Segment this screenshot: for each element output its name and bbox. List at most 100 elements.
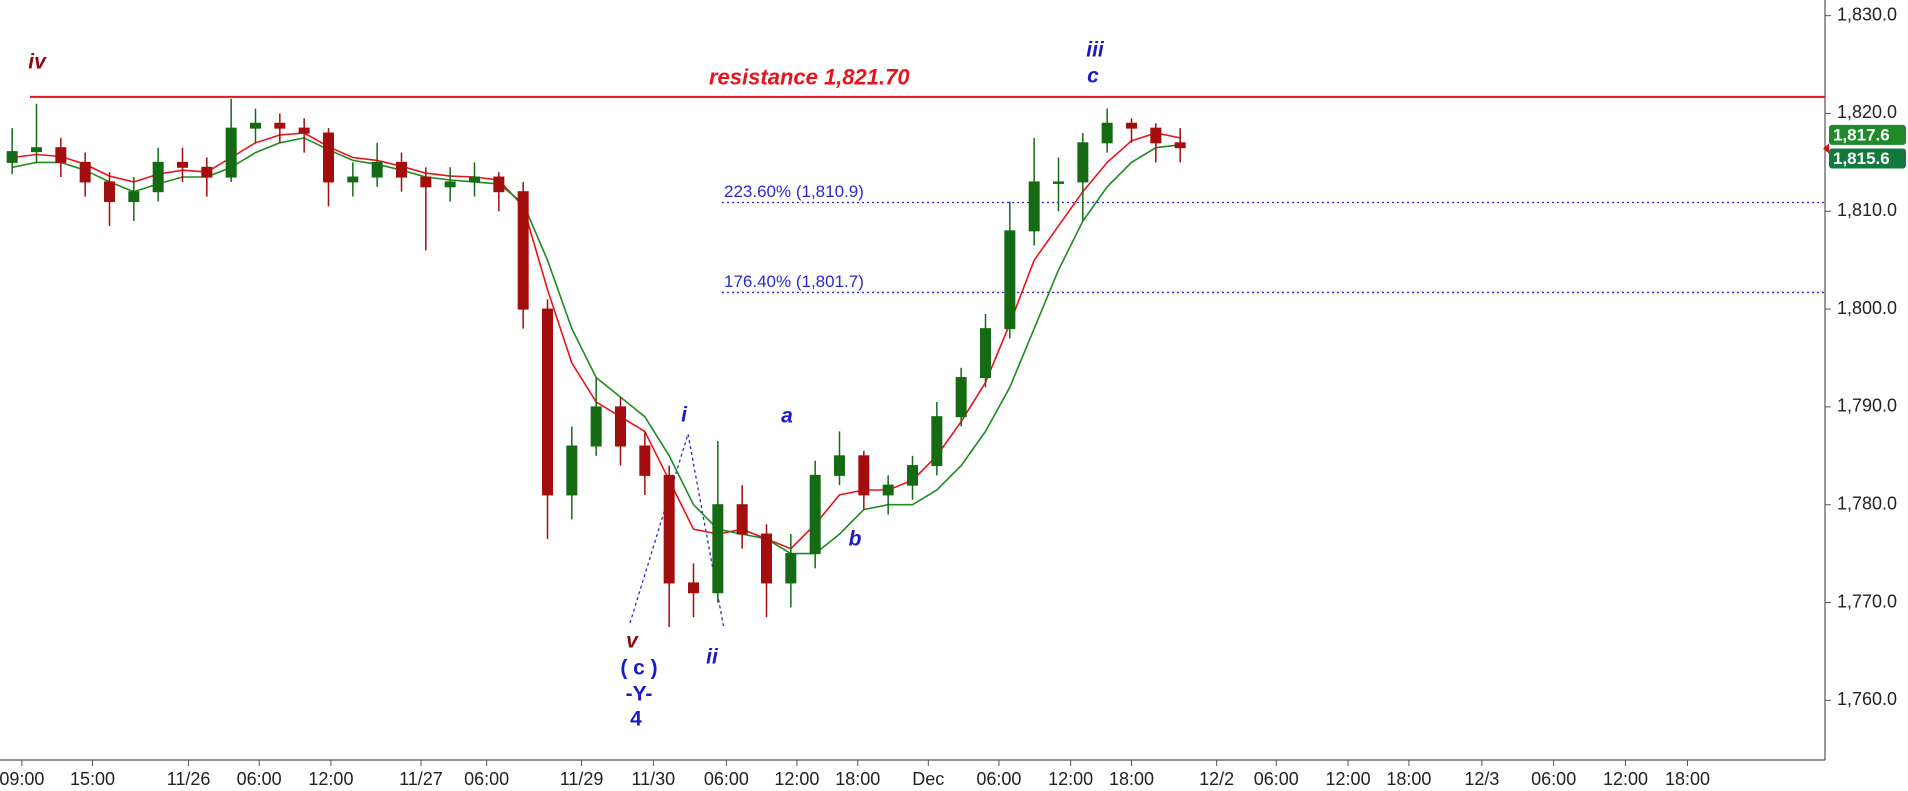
y-tick-label: 1,770.0 xyxy=(1837,591,1897,611)
candle-body xyxy=(615,406,626,447)
candle-body xyxy=(761,533,772,584)
wave-label: -Y- xyxy=(626,683,653,706)
x-tick-label: Dec xyxy=(912,769,944,789)
candle-body xyxy=(298,127,310,134)
candle-body xyxy=(955,377,967,418)
x-tick-label: 18:00 xyxy=(1386,769,1431,789)
candle-body xyxy=(274,122,286,129)
x-tick-label: 06:00 xyxy=(1254,769,1299,789)
x-tick-label: 12:00 xyxy=(1603,769,1648,789)
candle-body xyxy=(809,474,821,555)
candle-body xyxy=(225,127,237,178)
x-tick-label: 06:00 xyxy=(704,769,749,789)
candle-body xyxy=(371,161,383,178)
candle-body xyxy=(1150,127,1162,144)
x-tick-label: 12:00 xyxy=(1048,769,1093,789)
candle-body xyxy=(882,484,894,496)
candle-body xyxy=(1101,122,1113,144)
wave-label: c xyxy=(1087,65,1099,88)
wave-label: i xyxy=(681,404,688,427)
y-tick-label: 1,760.0 xyxy=(1837,689,1897,709)
candle-body xyxy=(907,465,918,486)
wave-label: ii xyxy=(706,646,719,669)
x-tick-label: 09:00 xyxy=(0,769,44,789)
candle-body xyxy=(858,455,870,496)
candle-body xyxy=(493,176,505,193)
candle-body xyxy=(1004,230,1016,330)
price-tag-label: 1,815.6 xyxy=(1833,149,1890,168)
level-label: 223.60% (1,810.9) xyxy=(724,182,864,201)
y-tick-label: 1,830.0 xyxy=(1837,4,1897,24)
candle-body xyxy=(79,161,91,183)
x-tick-label: 18:00 xyxy=(1665,769,1710,789)
candle-body xyxy=(128,191,140,202)
y-tick-label: 1,820.0 xyxy=(1837,102,1897,122)
wave-label: v xyxy=(626,630,639,653)
candle-body xyxy=(517,191,529,310)
x-tick-label: 12:00 xyxy=(308,769,353,789)
y-tick-label: 1,790.0 xyxy=(1837,396,1897,416)
y-tick-label: 1,780.0 xyxy=(1837,493,1897,513)
candle-body xyxy=(469,176,480,183)
candle-body xyxy=(444,181,456,188)
wave-label: 4 xyxy=(630,708,642,731)
price-tag xyxy=(1829,148,1906,169)
x-tick-label: 06:00 xyxy=(464,769,509,789)
candle-body xyxy=(1028,181,1040,232)
price-marker xyxy=(1823,143,1829,154)
candle-body xyxy=(834,455,845,476)
candle-body xyxy=(542,308,553,496)
candle-body xyxy=(1077,142,1089,183)
wave-label: ( c ) xyxy=(620,657,657,680)
candle-body xyxy=(104,181,115,202)
wave-label: iv xyxy=(28,51,47,74)
candle-body xyxy=(1126,122,1137,129)
candle-body xyxy=(736,504,748,535)
candle-body xyxy=(177,161,188,168)
price-tag xyxy=(1829,124,1906,145)
candle-body xyxy=(420,176,432,188)
candle-body xyxy=(396,161,407,178)
candle-body xyxy=(931,416,943,467)
candle-body xyxy=(639,445,651,476)
x-tick-label: 06:00 xyxy=(237,769,282,789)
candle-body xyxy=(980,328,991,379)
candle-body xyxy=(250,122,261,129)
x-tick-label: 06:00 xyxy=(976,769,1021,789)
x-tick-label: 18:00 xyxy=(835,769,880,789)
candle-body xyxy=(1053,181,1064,184)
candle-body xyxy=(590,406,602,447)
candle-body xyxy=(323,132,334,183)
candle-body xyxy=(55,147,67,163)
y-tick-label: 1,810.0 xyxy=(1837,200,1897,220)
x-tick-label: 11/29 xyxy=(560,769,604,789)
x-tick-label: 12:00 xyxy=(1326,769,1371,789)
x-tick-label: 11/30 xyxy=(631,769,675,789)
x-tick-label: 15:00 xyxy=(70,769,115,789)
candle-body xyxy=(6,151,18,163)
wave-label: iii xyxy=(1086,39,1105,62)
candle-body xyxy=(1174,142,1186,149)
candle-body xyxy=(152,161,164,193)
candle-body xyxy=(688,582,699,594)
candle-body xyxy=(712,504,724,594)
price-tag-label: 1,817.6 xyxy=(1833,125,1890,144)
x-tick-label: 12/3 xyxy=(1464,769,1499,789)
x-tick-label: 18:00 xyxy=(1109,769,1154,789)
wave-label: b xyxy=(849,528,862,551)
wave-label: a xyxy=(781,405,793,428)
candle-body xyxy=(201,166,213,178)
x-tick-label: 12:00 xyxy=(774,769,819,789)
x-tick-label: 11/26 xyxy=(167,769,211,789)
level-label: 176.40% (1,801.7) xyxy=(724,272,864,291)
x-tick-label: 06:00 xyxy=(1531,769,1576,789)
candle-body xyxy=(31,147,42,153)
candle-body xyxy=(663,474,675,584)
y-tick-label: 1,800.0 xyxy=(1837,298,1897,318)
x-tick-label: 11/27 xyxy=(399,769,443,789)
level-label: resistance 1,821.70 xyxy=(709,65,910,90)
candle-body xyxy=(347,176,359,183)
candle-body xyxy=(566,445,578,496)
